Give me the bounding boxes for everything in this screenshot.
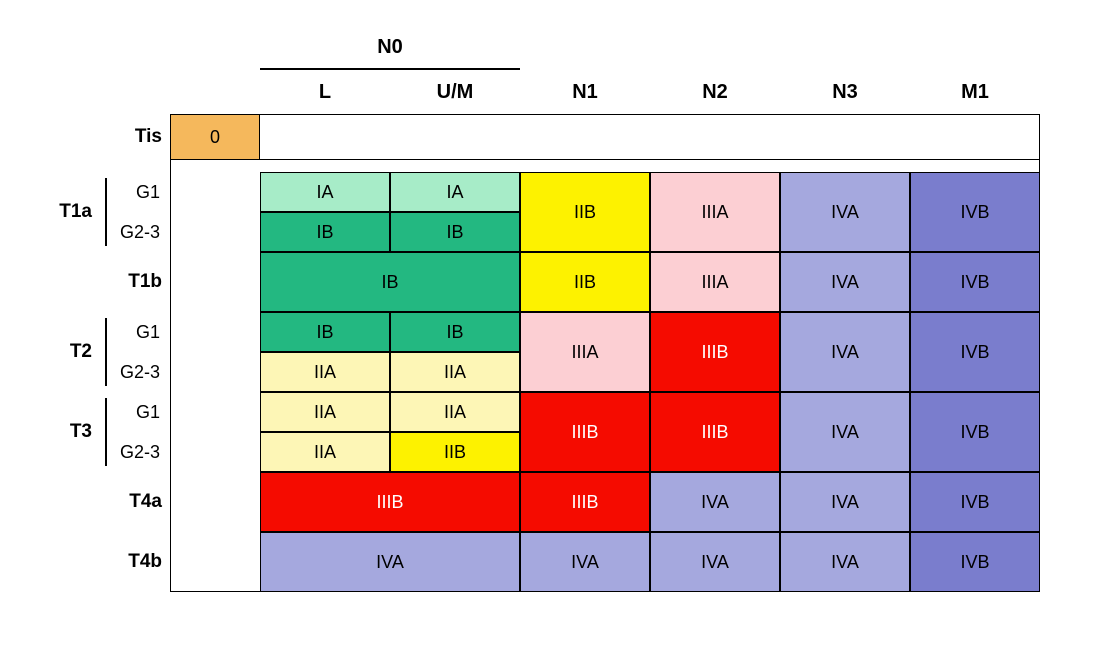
cell-t1b-N2: IIIA	[650, 252, 780, 312]
rowlabel-t2-g1: G1	[100, 312, 170, 352]
rowlabel-t2: T2	[30, 312, 100, 392]
cell-t3-g1-L: IIA	[260, 392, 390, 432]
cell-t3-g1-UM: IIA	[390, 392, 520, 432]
cell-t1b-N3: IVA	[780, 252, 910, 312]
cell-t1b-LUM: IB	[260, 252, 520, 312]
cell-t4b-N2: IVA	[650, 532, 780, 592]
cell-t1a-M1: IVB	[910, 172, 1040, 252]
cell-t1a-g1-L: IA	[260, 172, 390, 212]
cell-t1a-N3: IVA	[780, 172, 910, 252]
cell-t2-N3: IVA	[780, 312, 910, 392]
spacer-t2-c3	[170, 312, 260, 392]
cell-t3-N3: IVA	[780, 392, 910, 472]
cell-t1a-g1-UM: IA	[390, 172, 520, 212]
header-N1: N1	[520, 70, 650, 114]
cell-t4b-LUM: IVA	[260, 532, 520, 592]
spacer-t1a-c3	[170, 172, 260, 252]
cell-t2-M1: IVB	[910, 312, 1040, 392]
cell-t4a-LUM: IIIB	[260, 472, 520, 532]
rowlabel-t1a-g23: G2-3	[100, 212, 170, 252]
gap-spacer	[170, 160, 1040, 172]
header-N2: N2	[650, 70, 780, 114]
cell-t4a-N1: IIIB	[520, 472, 650, 532]
rowlabel-t1a-g1: G1	[100, 172, 170, 212]
cell-t3-g23-UM: IIB	[390, 432, 520, 472]
cell-t1b-M1: IVB	[910, 252, 1040, 312]
cell-t2-N2: IIIB	[650, 312, 780, 392]
staging-table: N0 L U/M N1 N2 N3 M1 Tis 0 T1a G1 G2-3 I…	[30, 30, 1063, 592]
rowlabel-t1a: T1a	[30, 172, 100, 252]
cell-t3-N1: IIIB	[520, 392, 650, 472]
cell-tis-blank	[260, 114, 1040, 160]
header-N3: N3	[780, 70, 910, 114]
rowlabel-t1b: T1b	[30, 252, 170, 312]
rowlabel-t4a: T4a	[30, 472, 170, 532]
cell-t4a-N2: IVA	[650, 472, 780, 532]
cell-t4b-N1: IVA	[520, 532, 650, 592]
rowlabel-t4b: T4b	[30, 532, 170, 592]
header-n0: N0	[260, 30, 520, 70]
header-UM: U/M	[390, 70, 520, 114]
cell-t4a-M1: IVB	[910, 472, 1040, 532]
cell-t1a-N1: IIB	[520, 172, 650, 252]
cell-t4b-M1: IVB	[910, 532, 1040, 592]
cell-t2-g23-UM: IIA	[390, 352, 520, 392]
cell-t4b-N3: IVA	[780, 532, 910, 592]
cell-t1a-g23-L: IB	[260, 212, 390, 252]
cell-t4a-N3: IVA	[780, 472, 910, 532]
cell-t3-N2: IIIB	[650, 392, 780, 472]
cell-t2-g23-L: IIA	[260, 352, 390, 392]
spacer-t4a-c3	[170, 472, 260, 532]
spacer-t3-c3	[170, 392, 260, 472]
rowlabel-t3: T3	[30, 392, 100, 472]
cell-t1b-N1: IIB	[520, 252, 650, 312]
cell-t2-g1-UM: IB	[390, 312, 520, 352]
spacer-t4b-c3	[170, 532, 260, 592]
cell-t1a-g23-UM: IB	[390, 212, 520, 252]
cell-t3-g23-L: IIA	[260, 432, 390, 472]
cell-tis-0: 0	[170, 114, 260, 160]
cell-t2-N1: IIIA	[520, 312, 650, 392]
rowlabel-t3-g1: G1	[100, 392, 170, 432]
rowlabel-t3-g23: G2-3	[100, 432, 170, 472]
rowlabel-t2-g23: G2-3	[100, 352, 170, 392]
spacer-t1b-c3	[170, 252, 260, 312]
cell-t2-g1-L: IB	[260, 312, 390, 352]
header-M1: M1	[910, 70, 1040, 114]
cell-t1a-N2: IIIA	[650, 172, 780, 252]
cell-t3-M1: IVB	[910, 392, 1040, 472]
header-L: L	[260, 70, 390, 114]
rowlabel-tis: Tis	[30, 114, 170, 160]
